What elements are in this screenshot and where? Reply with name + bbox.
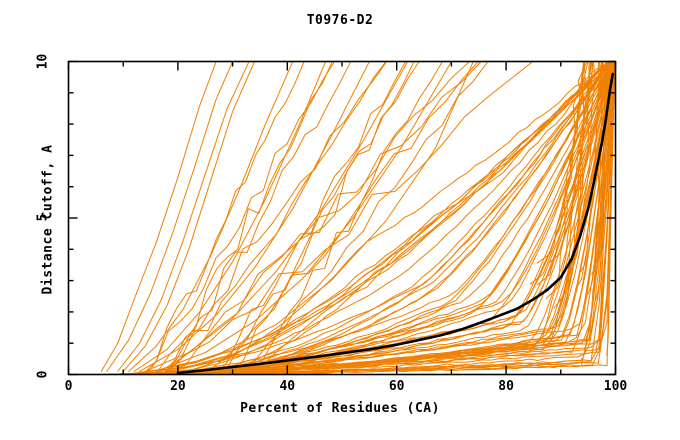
prediction-curve <box>105 61 614 375</box>
prediction-curve-group <box>100 61 616 375</box>
prediction-curve <box>253 61 615 375</box>
prediction-curve <box>166 61 615 375</box>
x-tick-label: 60 <box>388 379 405 394</box>
prediction-curve <box>594 61 608 302</box>
prediction-curve <box>133 61 327 372</box>
prediction-curve <box>143 61 336 374</box>
prediction-curve <box>117 61 250 372</box>
prediction-curve <box>155 61 452 372</box>
prediction-curve <box>159 61 614 375</box>
prediction-curve <box>149 61 613 375</box>
prediction-curve <box>180 61 614 375</box>
prediction-curve <box>127 61 615 375</box>
x-tick-label: 80 <box>498 379 514 394</box>
prediction-curve <box>146 61 305 375</box>
prediction-curve <box>542 61 589 345</box>
reference-curve <box>176 72 615 375</box>
prediction-curve <box>223 61 420 375</box>
prediction-curve <box>536 61 588 264</box>
x-tick-label: 40 <box>279 379 296 394</box>
prediction-curve <box>106 61 234 372</box>
chart-title: T0976-D2 <box>306 13 374 28</box>
x-tick-label: 20 <box>170 379 186 394</box>
prediction-curve <box>171 61 615 375</box>
prediction-curve <box>135 61 616 375</box>
prediction-curve <box>545 61 585 299</box>
prediction-curve <box>171 61 616 375</box>
x-tick-label: 100 <box>603 379 628 394</box>
prediction-curve <box>166 61 387 374</box>
prediction-curve <box>584 61 603 351</box>
prediction-curve <box>139 61 370 372</box>
prediction-curve <box>253 61 443 375</box>
prediction-curve <box>122 61 255 372</box>
prediction-curve <box>161 61 615 375</box>
prediction-curve <box>139 61 616 375</box>
prediction-curve <box>135 61 616 375</box>
prediction-curve <box>528 61 585 352</box>
prediction-curve <box>165 61 352 374</box>
prediction-curve <box>553 61 594 309</box>
prediction-curve <box>100 61 614 375</box>
prediction-curve <box>232 61 415 375</box>
prediction-curve <box>133 61 613 375</box>
prediction-curve <box>168 61 471 375</box>
prediction-curve <box>565 61 596 278</box>
prediction-curve <box>593 61 608 268</box>
prediction-curve <box>170 61 616 375</box>
prediction-curve <box>130 61 616 375</box>
x-tick-label: 0 <box>64 379 73 394</box>
prediction-curve <box>558 61 593 303</box>
prediction-curve <box>136 61 616 375</box>
prediction-curve <box>100 61 217 372</box>
prediction-curve <box>120 61 613 375</box>
prediction-curve <box>159 61 615 375</box>
prediction-curve <box>547 61 590 345</box>
prediction-curve <box>529 61 585 285</box>
prediction-curve <box>101 61 612 375</box>
prediction-curve <box>169 61 614 375</box>
prediction-curve <box>136 61 615 375</box>
prediction-curve <box>154 61 613 375</box>
x-axis-title: Percent of Residues (CA) <box>240 401 440 416</box>
prediction-curve <box>205 61 480 374</box>
prediction-curve <box>591 61 606 275</box>
prediction-curve <box>606 61 613 357</box>
prediction-curve <box>163 61 534 374</box>
prediction-curve <box>154 61 388 375</box>
prediction-curve <box>236 61 489 375</box>
axis-frame <box>67 60 617 376</box>
